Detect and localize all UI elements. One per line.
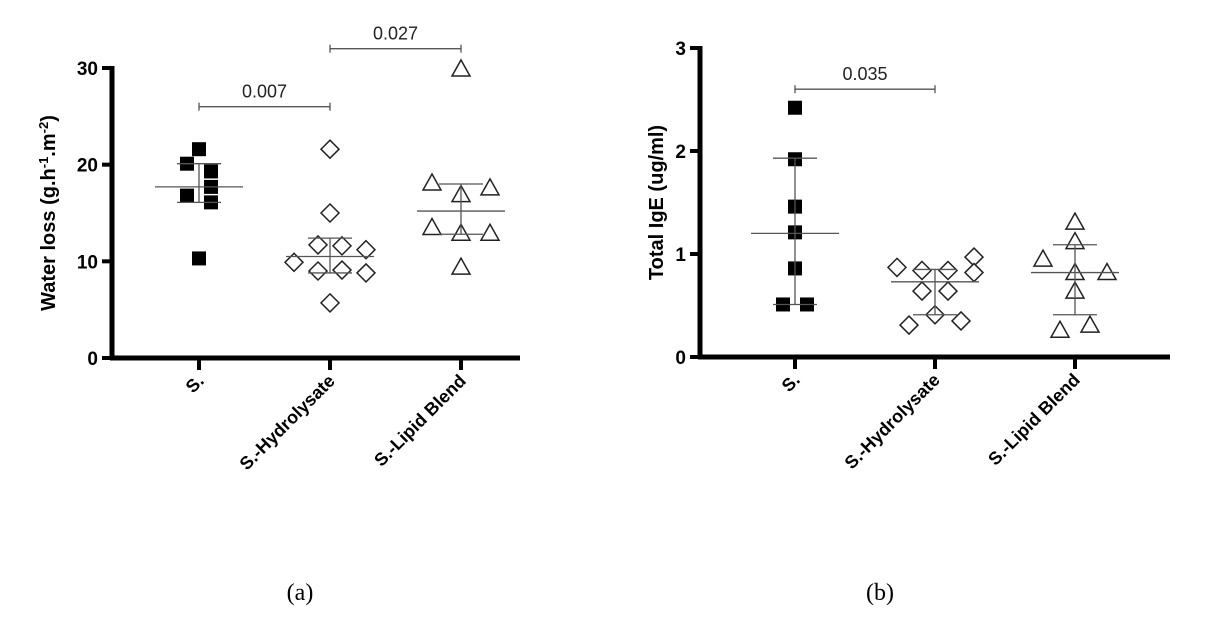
y-axis-label-part: Water loss (g.h xyxy=(38,168,60,311)
x-tick-label: S.-Hydrolysate xyxy=(841,370,944,473)
data-point-square xyxy=(180,188,194,203)
y-axis-label-part: .m xyxy=(38,133,60,156)
series-S. xyxy=(751,100,839,312)
panel-a: 0 10 20 30 Water loss (g.h-1.m-2) S. S.-Hydrol… xyxy=(36,24,520,606)
data-point-triangle xyxy=(1064,211,1086,230)
data-point-diamond xyxy=(950,310,972,332)
x-tick-label: S.-Lipid Blend xyxy=(370,371,470,471)
y-axis-label: Total IgE (ug/ml) xyxy=(646,125,668,280)
x-tick-label: S.-Hydrolysate xyxy=(236,371,339,474)
data-point-square xyxy=(204,164,218,179)
data-point-diamond xyxy=(937,260,959,281)
data-point-triangle xyxy=(421,172,443,191)
series-S.-Hydrolysate xyxy=(886,247,985,336)
data-point-square xyxy=(192,251,206,266)
series-S.-Lipid Blend xyxy=(1031,211,1119,338)
data-point-diamond xyxy=(937,281,959,302)
y-tick-label: 2 xyxy=(675,142,686,163)
data-point-triangle xyxy=(450,256,472,275)
data-point-diamond xyxy=(911,260,933,281)
x-tick-label: S. xyxy=(182,371,208,397)
data-point-square xyxy=(788,100,802,115)
panel-b: 0 1 2 3 Total IgE (ug/ml) S. S.-Hydrolysate S.-… xyxy=(646,39,1170,606)
y-tick-label: 3 xyxy=(675,39,686,60)
p-value-label: 0.027 xyxy=(373,24,418,44)
y-tick-label: 0 xyxy=(87,349,98,370)
y-axis-label: Water loss (g.h-1.m-2) xyxy=(36,115,61,311)
y-axis-label-part: -2 xyxy=(36,122,51,134)
y-tick-label: 1 xyxy=(675,245,686,266)
data-point-diamond xyxy=(319,139,341,160)
data-point-triangle xyxy=(450,58,472,77)
data-point-diamond xyxy=(898,315,920,336)
p-value-label: 0.035 xyxy=(842,64,887,84)
x-tick-label: S.-Lipid Blend xyxy=(984,370,1084,470)
p-value-label: 0.007 xyxy=(242,82,287,102)
y-tick-label: 0 xyxy=(675,348,686,369)
data-point-diamond xyxy=(319,292,341,313)
data-point-diamond xyxy=(283,252,305,273)
significance-bracket: 0.007 xyxy=(198,82,331,111)
y-tick-label: 10 xyxy=(77,252,98,273)
data-point-triangle xyxy=(421,216,443,236)
significance-bracket: 0.035 xyxy=(794,64,936,94)
data-point-triangle xyxy=(1079,314,1101,333)
y-tick-label: 30 xyxy=(77,59,98,80)
data-point-triangle xyxy=(450,222,472,242)
panel-label: (a) xyxy=(287,580,314,606)
y-axis-label-part: -1 xyxy=(36,157,51,169)
x-tick-label: S. xyxy=(778,370,804,396)
data-point-triangle xyxy=(479,177,501,196)
data-point-triangle xyxy=(1049,319,1071,338)
data-point-triangle xyxy=(1096,262,1118,281)
y-axis-label-part: ) xyxy=(38,115,60,122)
data-point-diamond xyxy=(331,235,353,256)
data-point-diamond xyxy=(331,259,353,281)
series-S.-Hydrolysate xyxy=(283,139,377,313)
data-point-diamond xyxy=(307,234,329,255)
series-S.-Lipid Blend xyxy=(417,58,505,275)
data-point-diamond xyxy=(355,239,377,260)
data-point-diamond xyxy=(319,202,341,224)
data-point-diamond xyxy=(886,257,908,278)
data-point-square xyxy=(192,142,206,157)
significance-bracket: 0.027 xyxy=(329,24,462,53)
data-point-diamond xyxy=(963,262,985,283)
series-S. xyxy=(155,142,243,266)
data-point-triangle xyxy=(479,222,501,242)
y-tick-label: 20 xyxy=(77,156,98,177)
data-point-diamond xyxy=(355,262,377,283)
panel-label: (b) xyxy=(866,580,894,606)
data-point-triangle xyxy=(1032,248,1054,267)
data-point-diamond xyxy=(911,281,933,302)
data-point-diamond xyxy=(307,260,329,282)
